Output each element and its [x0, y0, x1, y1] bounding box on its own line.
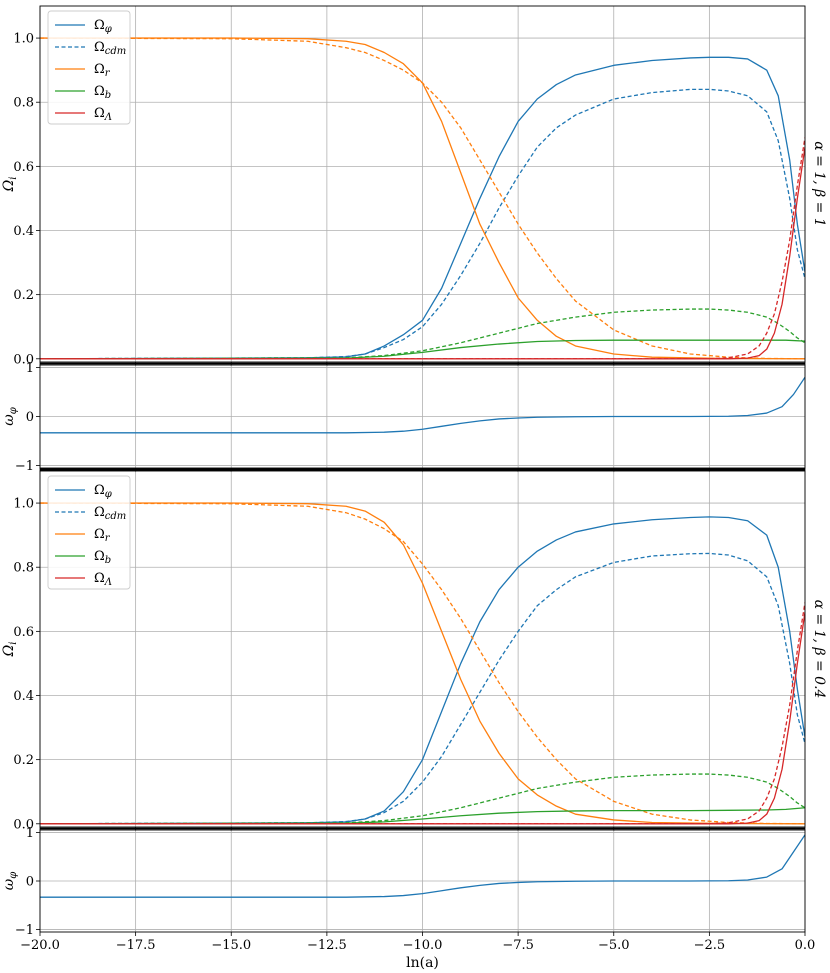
x-tick-label: −2.5: [694, 938, 726, 953]
series-group: [40, 376, 805, 434]
legend-entry: Ωr: [94, 62, 111, 79]
series-group: [40, 834, 805, 898]
series-group: [40, 37, 805, 360]
series-line: [40, 552, 805, 825]
y-axis-label: ωφ: [1, 407, 19, 425]
x-tick-label: −12.5: [307, 938, 347, 953]
x-tick-label: −15.0: [211, 938, 251, 953]
legend-box: [47, 10, 131, 125]
y-tick-label: 1.0: [13, 32, 34, 47]
x-tick-label: −5.0: [598, 938, 630, 953]
series-group: [40, 502, 805, 825]
x-tick-label: −17.5: [116, 938, 156, 953]
legend-entry: Ωcdm: [94, 505, 126, 522]
legend-entry: Ωb: [94, 549, 111, 566]
y-tick-label: 1.0: [13, 497, 34, 512]
x-tick-label: −20.0: [20, 938, 60, 953]
y-tick-label: 0.2: [13, 753, 34, 768]
legend-entry: ΩΛ: [94, 571, 112, 588]
legend-entry: Ωb: [94, 84, 111, 101]
legend-entry: Ωcdm: [94, 40, 126, 57]
axes-frame: [39, 5, 806, 363]
y-tick-label: 0: [26, 875, 34, 890]
x-axis-label: ln(a): [406, 955, 439, 971]
series-line: [40, 834, 805, 898]
y-tick-label: 0.4: [13, 224, 34, 239]
series-line: [40, 516, 805, 825]
y-tick-label: 0.6: [13, 625, 34, 640]
legend-entry: Ωφ: [94, 18, 112, 35]
legend-box: [47, 475, 131, 590]
legend: Ωφ Ωcdm Ωr Ωb ΩΛ: [47, 475, 131, 590]
series-line: [40, 807, 805, 825]
series-line: [40, 602, 805, 825]
y-tick-label: 0.8: [13, 96, 34, 111]
series-line: [40, 137, 805, 360]
series-line: [40, 37, 805, 360]
axes-frame: [39, 829, 806, 933]
x-tick-label: −10.0: [403, 938, 443, 953]
x-tick-label: 0.0: [795, 938, 816, 953]
axes-frame: [39, 470, 806, 828]
panel-4: −1 0 1 ωφ −20.0 −17.5 −15.0 −12.5 −10.0 −7.5 −5.0 −…: [1, 826, 815, 953]
y-tick-label: 0: [26, 410, 34, 425]
y-tick-label: 0.2: [13, 288, 34, 303]
panel-1: 0.0 0.2 0.4 0.6 0.8 1.0 Ωi α = 1, β = 1 Ωφ Ωcdm Ωr…: [1, 5, 827, 367]
series-line: [40, 339, 805, 360]
legend-entry: ΩΛ: [94, 106, 112, 123]
series-line: [40, 502, 805, 825]
y-tick-label: 1: [26, 361, 34, 376]
x-tick-label: −7.5: [502, 938, 534, 953]
legend: Ωφ Ωcdm Ωr Ωb ΩΛ: [47, 10, 131, 125]
series-line: [40, 37, 805, 360]
series-line: [40, 612, 805, 825]
series-line: [40, 147, 805, 360]
series-line: [40, 376, 805, 434]
y-tick-label: 0.0: [13, 817, 34, 832]
y-tick-label: −1: [15, 923, 34, 938]
y-axis-label: ωφ: [1, 872, 19, 890]
legend-entry: Ωφ: [94, 483, 112, 500]
series-line: [40, 56, 805, 360]
y-tick-label: 0.4: [13, 689, 34, 704]
axes-frame: [39, 364, 806, 469]
y-tick-label: 0.0: [13, 352, 34, 367]
series-line: [40, 502, 805, 825]
row-label: α = 1, β = 0.4: [811, 600, 827, 699]
panel-2: −1 0 1 ωφ: [1, 361, 806, 474]
row-label: α = 1, β = 1: [811, 141, 827, 227]
panel-3: 0.0 0.2 0.4 0.6 0.8 1.0 Ωi α = 1, β = 0.4 Ωφ Ωcdm…: [1, 470, 827, 832]
y-tick-label: 1: [26, 826, 34, 841]
legend-entry: Ωr: [94, 527, 111, 544]
y-tick-label: −1: [15, 459, 34, 474]
y-tick-label: 0.8: [13, 561, 34, 576]
y-axis-label: Ωi: [1, 642, 19, 658]
y-axis-label: Ωi: [1, 177, 19, 193]
y-tick-label: 0.6: [13, 160, 34, 175]
